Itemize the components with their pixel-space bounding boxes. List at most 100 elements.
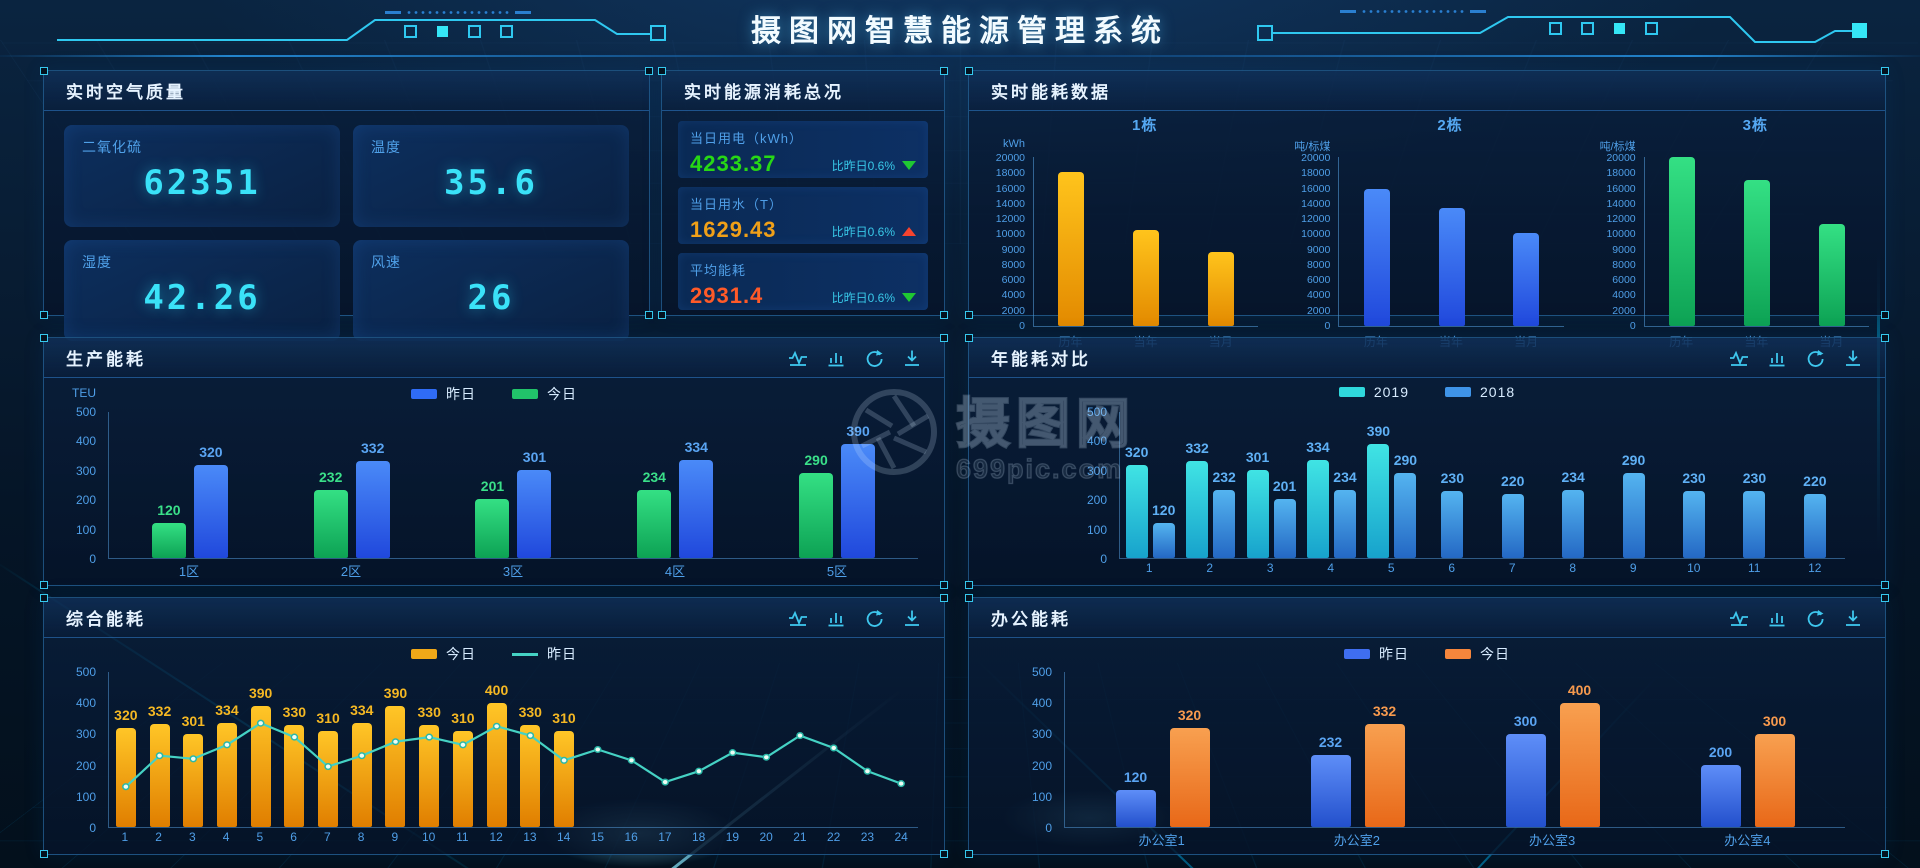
bar-group <box>1184 157 1259 326</box>
bar-chart-icon[interactable] <box>826 608 846 628</box>
refresh-icon[interactable] <box>1805 608 1825 628</box>
panel-corner-marker <box>965 311 973 319</box>
download-icon[interactable] <box>902 348 922 368</box>
bar <box>1513 233 1540 326</box>
bar-value-label: 332 <box>1185 440 1209 457</box>
bar-value-label: 230 <box>1682 469 1706 486</box>
x-axis-labels: 1区 2区 3区 4区 5区 <box>178 564 848 579</box>
kpi-label: 风速 <box>371 253 401 270</box>
bar-value-label: 301 <box>522 449 547 466</box>
kpi-value: 42.26 <box>143 277 261 318</box>
bar: 300 <box>1754 713 1795 827</box>
bar-value-label: 201 <box>1272 478 1297 495</box>
bar: 200 <box>1700 744 1741 827</box>
bar-value-label: 334 <box>684 439 708 456</box>
line-series <box>109 672 918 827</box>
kpi-value: 26 <box>467 277 515 318</box>
bar <box>1818 223 1845 326</box>
bar-group: 234 334 <box>594 412 756 558</box>
bar: 301 <box>517 449 552 558</box>
bar <box>1438 207 1465 326</box>
panel-comprehensive-energy: 综合能耗 500 400 300 200 100 0 320 332 301 334 390 330 3… <box>40 594 948 858</box>
bar-value-label: 234 <box>1561 468 1585 485</box>
panel-corner-marker <box>940 594 948 602</box>
chart-legend: 昨日 今日 <box>969 644 1885 664</box>
legend-item[interactable]: 2018 <box>1445 384 1515 400</box>
panel-energy-summary: 实时能源消耗总况 当日用电（kWh） 4233.37 比昨日0.6% 当日用水（… <box>658 67 948 319</box>
line-chart-icon[interactable] <box>1729 348 1749 368</box>
line-chart-icon[interactable] <box>788 608 808 628</box>
header-circuit-decoration-left <box>57 11 666 41</box>
kpi-card-so2: 二氧化硫 62351 <box>64 125 340 227</box>
bar: 201 <box>1273 478 1296 558</box>
bar-group: 232 332 <box>271 412 433 558</box>
kpi-label: 湿度 <box>82 253 112 270</box>
bar-value-label: 201 <box>480 478 505 495</box>
panel-annual-comparison: 年能耗对比 500 400 300 200 100 0 320 120 332 232 301 201… <box>965 334 1889 589</box>
summary-card-average: 平均能耗 2931.4 比昨日0.6% <box>678 253 928 310</box>
x-axis-labels: 1 2 3 4 5 6 7 8 9 10 11 12 <box>1145 561 1822 575</box>
legend-item[interactable]: 昨日 <box>1344 644 1409 664</box>
bar: 390 <box>1367 423 1390 558</box>
bar: 334 <box>679 439 714 558</box>
y-axis-ticks: 20000 18000 16000 14000 12000 10000 9000 8000 60… <box>995 152 1025 332</box>
legend-item[interactable]: 昨日 <box>512 644 577 664</box>
legend-item[interactable]: 2019 <box>1338 384 1409 400</box>
panel-corner-marker <box>965 334 973 342</box>
bar: 230 <box>1441 470 1464 558</box>
panel-corner-marker <box>1881 850 1889 858</box>
legend-item[interactable]: 今日 <box>1445 644 1510 664</box>
panel-corner-marker <box>965 581 973 589</box>
bar: 290 <box>799 452 834 558</box>
header: 摄图网智慧能源管理系统 <box>0 0 1920 56</box>
line-point <box>426 734 432 740</box>
bar-chart-icon[interactable] <box>826 348 846 368</box>
legend-item[interactable]: 今日 <box>512 384 577 404</box>
bar-value-label: 332 <box>1372 703 1397 720</box>
bar-group: 230 <box>1664 412 1724 558</box>
refresh-icon[interactable] <box>864 348 884 368</box>
line-chart-icon[interactable] <box>1729 608 1749 628</box>
bar-chart-icon[interactable] <box>1767 608 1787 628</box>
line-point <box>628 758 634 764</box>
panel-title: 生产能耗 <box>66 350 146 369</box>
legend-item[interactable]: 昨日 <box>411 384 476 404</box>
kpi-card-wind-speed: 风速 26 <box>353 239 629 341</box>
panel-corner-marker <box>40 594 48 602</box>
bar-group: 301 201 <box>1241 412 1301 558</box>
kpi-card-temperature: 温度 35.6 <box>353 125 629 227</box>
download-icon[interactable] <box>1843 348 1863 368</box>
line-point <box>359 753 365 759</box>
kpi-card-humidity: 湿度 42.26 <box>64 239 340 341</box>
line-chart-icon[interactable] <box>788 348 808 368</box>
y-axis-ticks: 500 400 300 200 100 0 <box>1031 665 1052 835</box>
bar-value-label: 290 <box>804 452 828 469</box>
kpi-label: 温度 <box>371 139 401 155</box>
bar: 120 <box>1152 502 1175 558</box>
bar-value-label: 234 <box>642 468 666 485</box>
bar-value-label: 220 <box>1501 472 1525 489</box>
bar: 390 <box>841 423 876 558</box>
bar-value-label: 120 <box>1152 501 1176 518</box>
legend-item[interactable]: 今日 <box>411 644 476 664</box>
bar-value-label: 300 <box>1762 713 1787 729</box>
line-point <box>595 747 601 753</box>
bar-value-label: 390 <box>846 423 870 440</box>
bar-value-label: 290 <box>1621 452 1646 469</box>
trend-arrow-icon <box>902 161 916 170</box>
panel-corner-marker <box>1881 311 1889 319</box>
bar-chart-icon[interactable] <box>1767 348 1787 368</box>
download-icon[interactable] <box>1843 608 1863 628</box>
bar <box>1133 230 1160 326</box>
bar-value-label: 390 <box>1366 423 1391 440</box>
panel-title: 年能耗对比 <box>991 350 1091 369</box>
panel-air-quality: 实时空气质量 二氧化硫 62351 温度 35.6 湿度 42.26 风速 26 <box>40 67 653 341</box>
download-icon[interactable] <box>902 608 922 628</box>
panel-corner-marker <box>40 850 48 858</box>
bar: 220 <box>1501 473 1524 558</box>
refresh-icon[interactable] <box>1805 348 1825 368</box>
bar-group: 120 320 <box>109 412 271 558</box>
refresh-icon[interactable] <box>864 608 884 628</box>
kpi-label: 二氧化硫 <box>82 139 142 155</box>
